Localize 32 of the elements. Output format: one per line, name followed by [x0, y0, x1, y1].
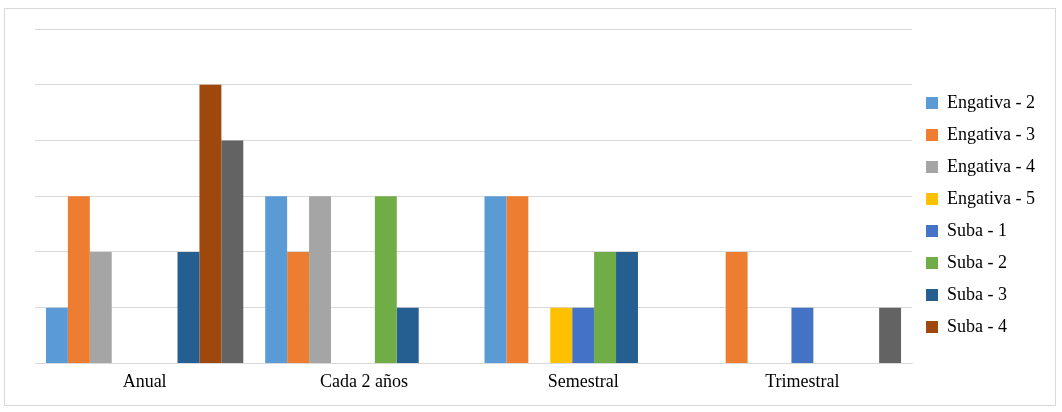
bar: [287, 251, 310, 363]
legend-label: Engativa - 3: [947, 123, 1036, 144]
bar: [396, 307, 419, 363]
legend-label: Suba - 1: [947, 219, 1008, 240]
legend-label: Suba - 3: [947, 283, 1008, 304]
bar: [506, 196, 529, 363]
bar: [265, 196, 288, 363]
bar: [45, 307, 68, 363]
bar: [550, 307, 573, 363]
bar: [67, 196, 90, 363]
bar: [616, 251, 638, 363]
legend-label: Suba - 4: [947, 315, 1008, 336]
legend-label: Engativa - 2: [947, 91, 1036, 112]
bar: [309, 196, 331, 363]
bar: [89, 251, 112, 363]
bar: [725, 251, 748, 363]
bar: [221, 140, 244, 363]
legend-label: Engativa - 4: [947, 155, 1036, 176]
bar: [791, 307, 814, 363]
x-tick-label: Cada 2 años: [319, 370, 408, 391]
bar: [484, 196, 507, 363]
bar: [374, 196, 397, 363]
bar: [879, 307, 902, 363]
x-tick-label: Semestral: [547, 370, 619, 391]
bar: [594, 251, 617, 363]
bar: [572, 307, 595, 363]
legend-label: Engativa - 5: [947, 187, 1036, 208]
x-tick-label: Anual: [122, 370, 167, 391]
bar: [199, 84, 222, 363]
legend-label: Suba - 2: [947, 251, 1008, 272]
x-tick-label: Trimestral: [765, 370, 840, 391]
bar: [177, 251, 200, 363]
